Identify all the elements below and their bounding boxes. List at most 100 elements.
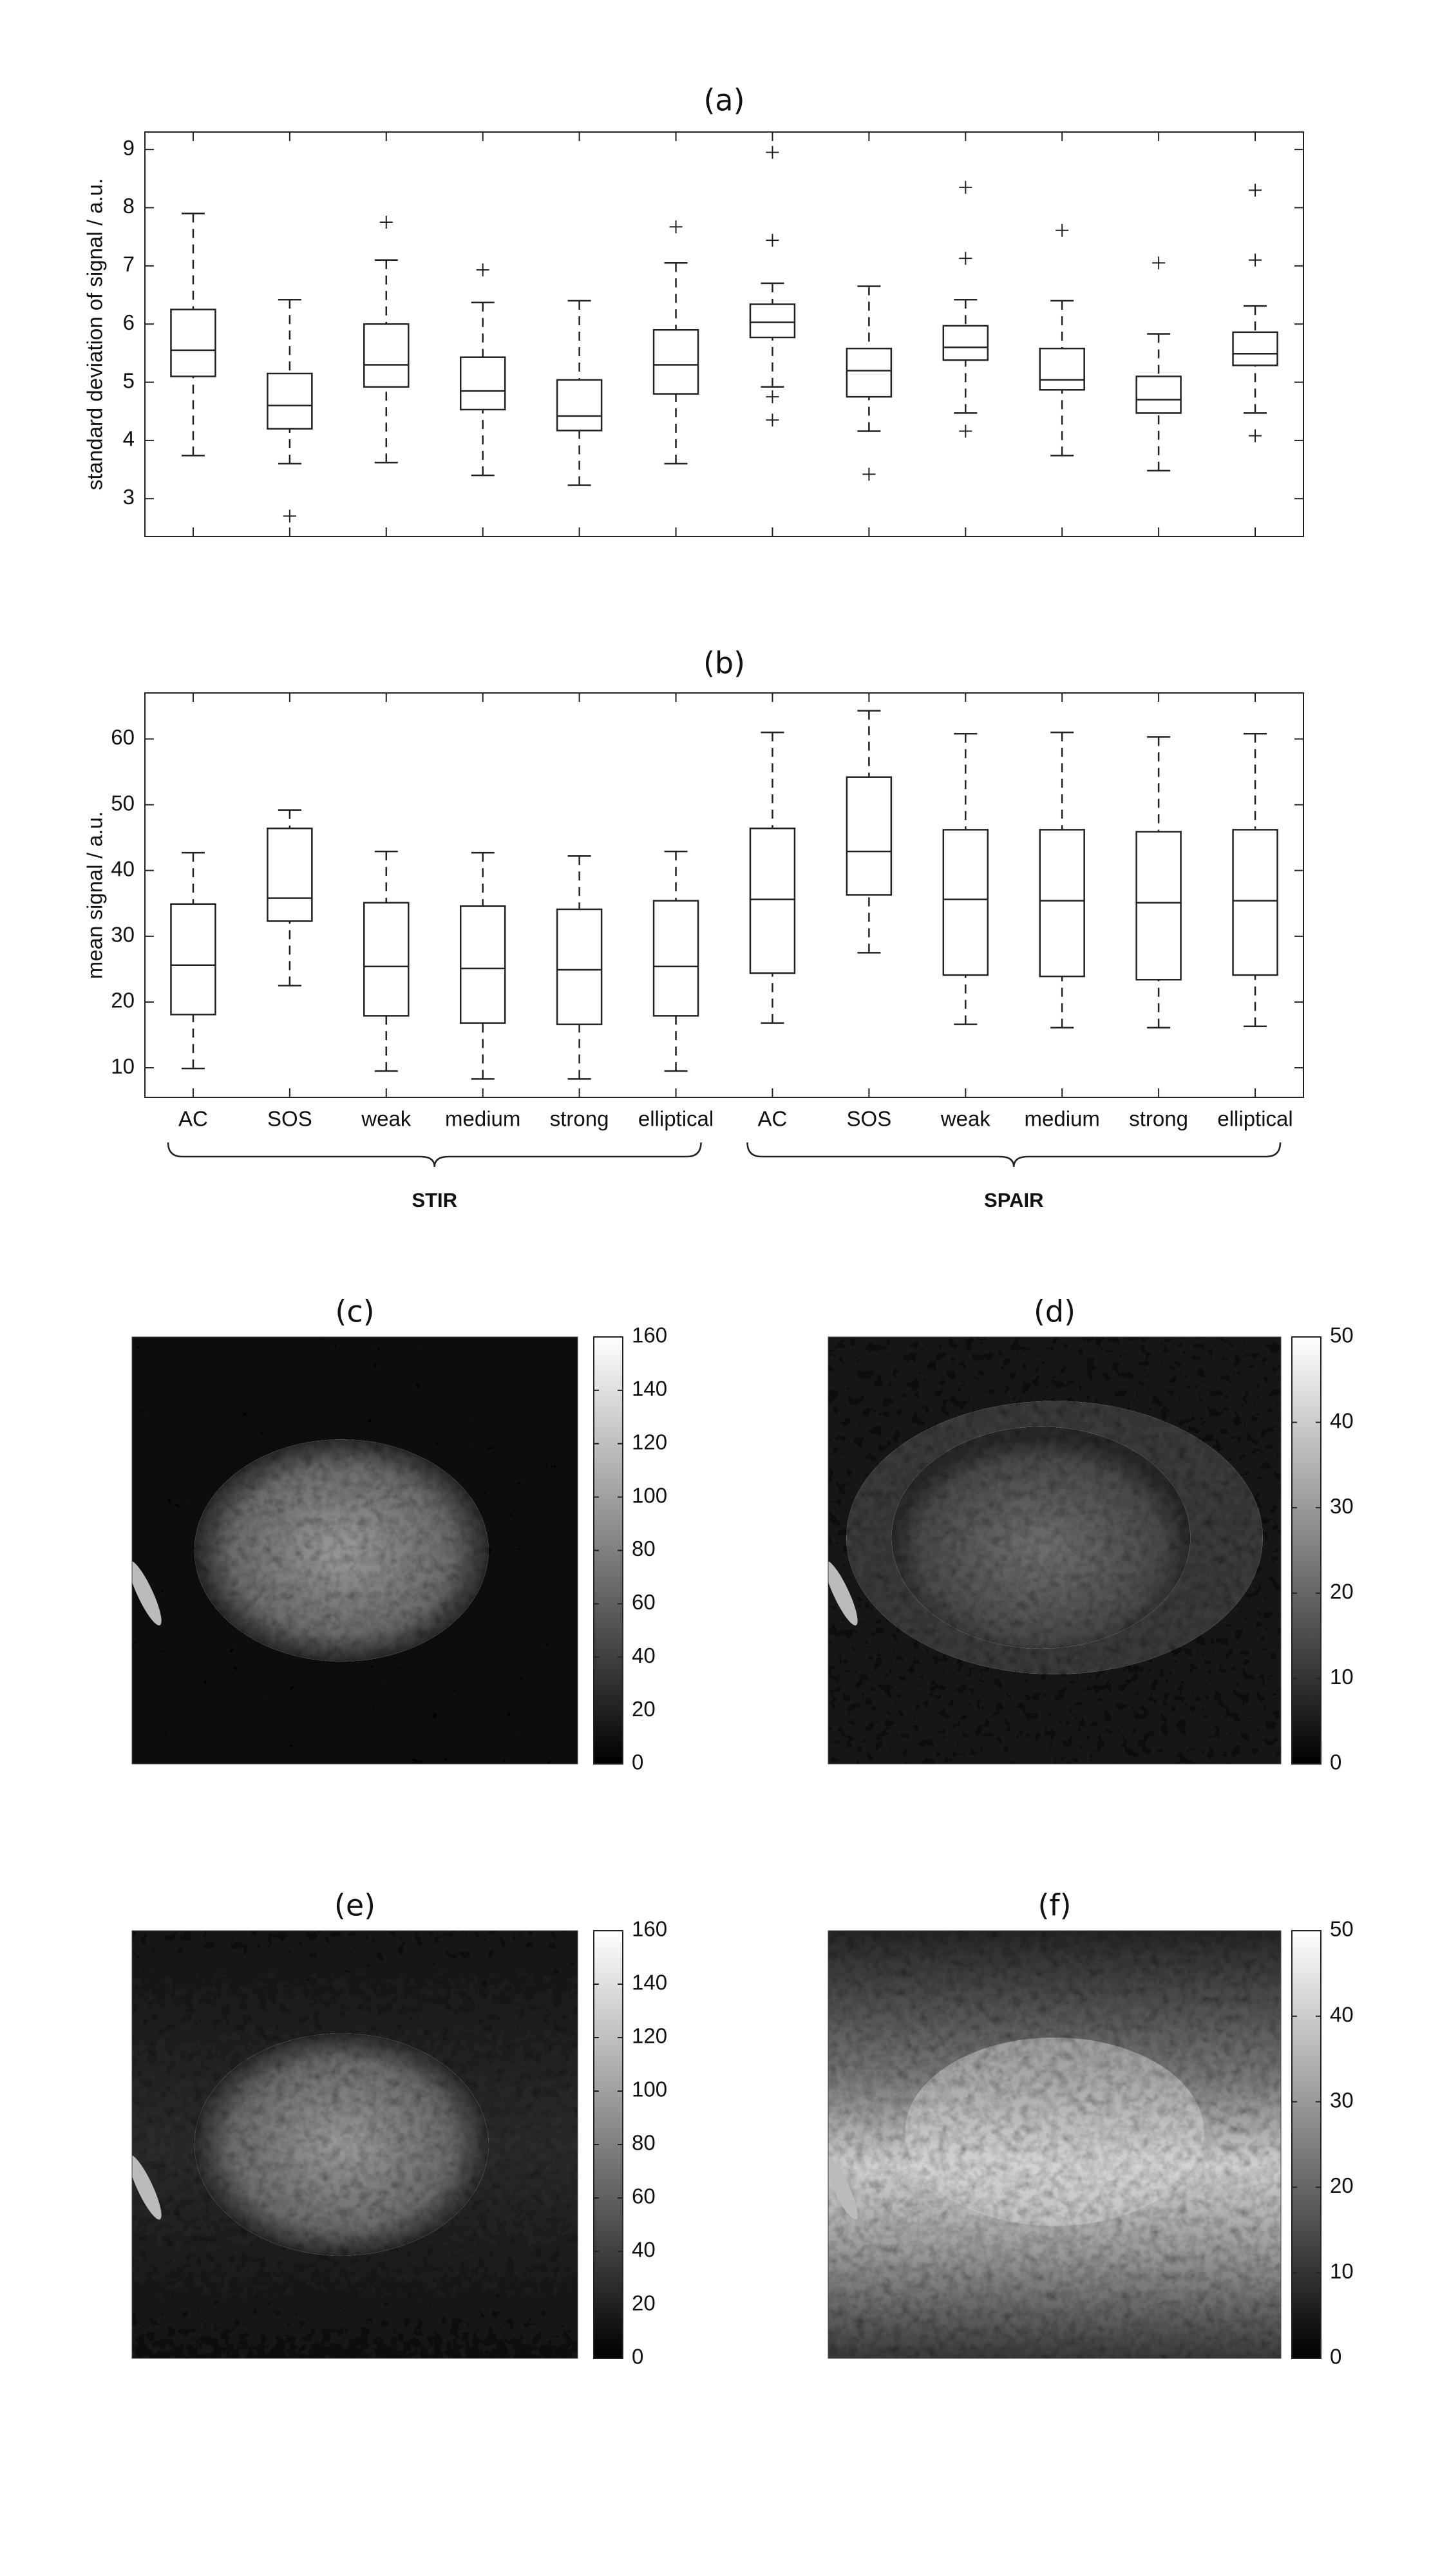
box (1135, 375, 1182, 414)
outlier (766, 234, 779, 247)
group-label: STIR (412, 1189, 457, 1211)
outlier (766, 413, 779, 427)
panel-title: (d) (1034, 1294, 1075, 1329)
y-tick-label: 50 (111, 791, 135, 815)
outlier (959, 252, 972, 265)
group-label: SPAIR (984, 1189, 1043, 1211)
box (363, 902, 410, 1017)
image-frame (828, 1336, 1282, 1765)
y-tick-label: 20 (111, 989, 135, 1012)
box (846, 776, 893, 896)
limb-edge (828, 1560, 858, 1625)
y-tick-label: 60 (111, 725, 135, 749)
colorbar-tick-label: 40 (1330, 2003, 1354, 2027)
image-content (132, 1931, 578, 2358)
x-tick-label: strong (550, 1107, 609, 1131)
box (1232, 829, 1278, 976)
box (749, 828, 796, 974)
outlier (959, 424, 972, 438)
box (749, 303, 796, 339)
colorbar-tick-label: 40 (632, 2238, 656, 2262)
group-brace (167, 1142, 702, 1168)
box (1039, 347, 1085, 391)
outlier (1152, 256, 1166, 270)
plot-frame (144, 692, 1304, 1098)
box (556, 908, 603, 1025)
box (267, 828, 313, 922)
image-frame (828, 1930, 1282, 2359)
image-content (828, 1337, 1281, 1764)
colorbar-tick-label: 140 (632, 1377, 667, 1401)
box (170, 308, 216, 377)
box (652, 900, 699, 1017)
image-content (828, 1931, 1281, 2358)
colorbar-tick-label: 120 (632, 1430, 667, 1454)
y-tick-label: 7 (123, 252, 135, 276)
limb-edge (828, 2155, 858, 2220)
colorbar-tick-label: 60 (632, 2184, 656, 2208)
outlier (766, 390, 779, 404)
anatomy (194, 2033, 489, 2256)
outlier (283, 509, 296, 523)
x-tick-label: medium (445, 1107, 520, 1131)
outlier (476, 263, 489, 277)
colorbar-tick-label: 0 (632, 2345, 643, 2369)
box (170, 903, 216, 1016)
y-tick-label: 10 (111, 1054, 135, 1078)
outlier (766, 146, 779, 159)
mri-image (132, 1337, 578, 1764)
colorbar-tick-label: 120 (632, 2024, 667, 2048)
anatomy (891, 1426, 1191, 1649)
panel-title: (e) (334, 1888, 375, 1923)
colorbar-tick-label: 160 (632, 1917, 667, 1941)
colorbar-tick-label: 0 (1330, 1750, 1341, 1774)
colorbar-tick-label: 60 (632, 1590, 656, 1614)
colorbar (1291, 1336, 1321, 1765)
outlier (959, 180, 972, 194)
colorbar-tick-label: 140 (632, 1971, 667, 1994)
mri-image (828, 1931, 1281, 2358)
image-frame (131, 1930, 578, 2359)
colorbar-tick-label: 80 (632, 2131, 656, 2155)
box (942, 325, 989, 361)
colorbar (1291, 1930, 1321, 2359)
chart-title: (a) (703, 83, 744, 118)
y-tick-label: 5 (123, 368, 135, 392)
outlier (1249, 184, 1262, 197)
panel-title: (c) (335, 1294, 374, 1329)
box (942, 829, 989, 976)
outlier (379, 216, 393, 229)
outlier (1249, 429, 1262, 442)
outlier (862, 468, 876, 481)
x-tick-label: weak (361, 1107, 412, 1131)
mri-image (828, 1337, 1281, 1764)
x-tick-label: SOS (847, 1107, 892, 1131)
panel-title: (f) (1037, 1888, 1071, 1923)
x-tick-label: weak (940, 1107, 991, 1131)
y-tick-label: 8 (123, 194, 135, 218)
x-tick-label: elliptical (638, 1107, 714, 1131)
image-frame (131, 1336, 578, 1765)
group-brace (746, 1142, 1282, 1168)
y-tick-label: 4 (123, 427, 135, 451)
box (556, 379, 603, 431)
colorbar-tick-label: 10 (1330, 2259, 1354, 2283)
y-tick-label: 9 (123, 136, 135, 160)
y-tick-label: 6 (123, 310, 135, 334)
chart-title: (b) (703, 646, 745, 681)
limb-edge (132, 1560, 162, 1625)
image-content (132, 1337, 578, 1764)
x-tick-label: AC (178, 1107, 208, 1131)
box (652, 328, 699, 395)
outlier (1249, 253, 1262, 267)
colorbar-tick-label: 10 (1330, 1665, 1354, 1689)
x-tick-label: SOS (267, 1107, 312, 1131)
colorbar-tick-label: 30 (1330, 1494, 1354, 1518)
box (267, 372, 313, 430)
colorbar-tick-label: 80 (632, 1537, 656, 1560)
x-tick-label: AC (758, 1107, 788, 1131)
outlier (669, 220, 683, 234)
box (459, 356, 506, 411)
